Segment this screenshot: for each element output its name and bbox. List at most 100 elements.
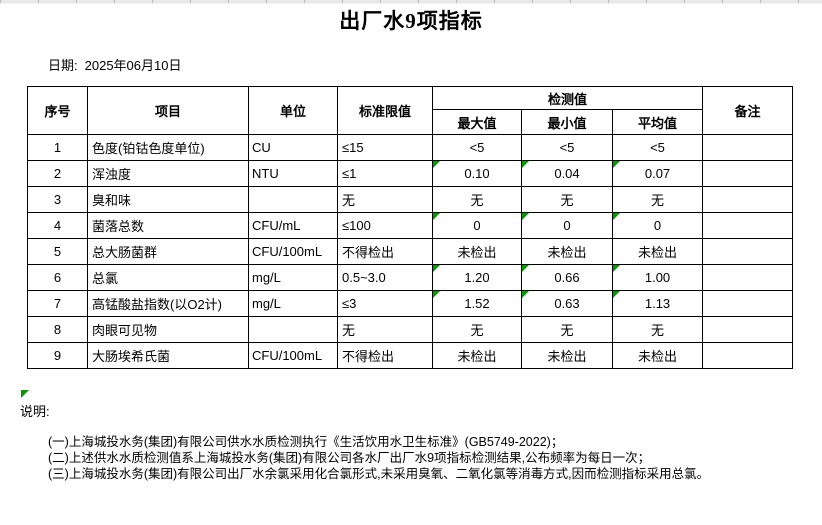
cell-remark	[702, 238, 794, 265]
cell-max: 未检出	[432, 238, 522, 265]
cell-max: 0.10	[432, 160, 522, 187]
date-label: 日期:	[48, 58, 78, 73]
cell-item: 高锰酸盐指数(以O2计)	[87, 290, 249, 317]
cell-no: 5	[27, 238, 88, 265]
cell-item: 色度(铂钴色度单位)	[87, 134, 249, 161]
header-item: 项目	[87, 86, 249, 135]
cell-min: 未检出	[521, 238, 613, 265]
cell-limit: ≤1	[337, 160, 433, 187]
notes-label: 说明:	[20, 404, 50, 419]
error-indicator-icon	[433, 161, 440, 168]
cell-no: 6	[27, 264, 88, 291]
header-no: 序号	[27, 86, 88, 135]
cell-max: 1.20	[432, 264, 522, 291]
cell-item: 浑浊度	[87, 160, 249, 187]
cell-max: 无	[432, 316, 522, 343]
cell-unit: mg/L	[248, 290, 338, 317]
cell-no: 3	[27, 186, 88, 213]
error-indicator-icon	[613, 291, 620, 298]
cell-limit: ≤15	[337, 134, 433, 161]
cell-unit	[248, 186, 338, 213]
cell-limit: 不得检出	[337, 238, 433, 265]
cell-unit: CFU/100mL	[248, 342, 338, 369]
date-value: 2025年06月10日	[84, 58, 182, 73]
cell-limit: 无	[337, 316, 433, 343]
table-row: 1 色度(铂钴色度单位) CU ≤15 <5 <5 <5	[27, 134, 794, 161]
header-min: 最小值	[521, 109, 613, 135]
cell-min: 无	[521, 316, 613, 343]
cell-unit: CFU/mL	[248, 212, 338, 239]
cell-max: 无	[432, 186, 522, 213]
cell-avg: 无	[611, 186, 704, 213]
header-avg: 平均值	[611, 109, 704, 135]
header-detection: 检测值	[431, 86, 704, 110]
cell-remark	[702, 134, 794, 161]
error-indicator-icon	[613, 265, 620, 272]
cell-no: 2	[27, 160, 88, 187]
cell-no: 9	[27, 342, 88, 369]
water-quality-table: 序号 项目 单位 标准限值 检测值 备注 最大值 最小值 平均值 1 色度(铂钴…	[27, 86, 794, 369]
header-max: 最大值	[432, 109, 522, 135]
spreadsheet-top-edge	[0, 0, 822, 4]
header-limit: 标准限值	[337, 86, 433, 135]
cell-remark	[702, 212, 794, 239]
cell-no: 7	[27, 290, 88, 317]
cell-min: 未检出	[521, 342, 613, 369]
cell-item: 肉眼可见物	[87, 316, 249, 343]
cell-remark	[702, 342, 794, 369]
cell-max: 1.52	[432, 290, 522, 317]
cell-item: 总大肠菌群	[87, 238, 249, 265]
cell-max: 未检出	[432, 342, 522, 369]
cell-remark	[702, 290, 794, 317]
page-title: 出厂水9项指标	[339, 9, 483, 33]
cell-avg: 未检出	[611, 238, 704, 265]
cell-limit: 0.5~3.0	[337, 264, 433, 291]
cell-item: 菌落总数	[87, 212, 249, 239]
cell-remark	[702, 316, 794, 343]
table-row: 8 肉眼可见物 无 无 无 无	[27, 316, 794, 343]
cell-limit: ≤100	[337, 212, 433, 239]
cell-no: 4	[27, 212, 88, 239]
table-row: 3 臭和味 无 无 无 无	[27, 186, 794, 213]
cell-avg: 0	[611, 212, 704, 239]
stray-flag-icon	[21, 390, 29, 398]
cell-min: <5	[521, 134, 613, 161]
cell-max: 0	[432, 212, 522, 239]
cell-limit: ≤3	[337, 290, 433, 317]
table-row: 6 总氯 mg/L 0.5~3.0 1.20 0.66 1.00	[27, 264, 794, 291]
error-indicator-icon	[433, 213, 440, 220]
notes-list: (一)上海城投水务(集团)有限公司供水水质检测执行《生活饮用水卫生标准》(GB5…	[48, 434, 822, 482]
cell-max: <5	[432, 134, 522, 161]
cell-item: 臭和味	[87, 186, 249, 213]
cell-unit: mg/L	[248, 264, 338, 291]
cell-avg: <5	[611, 134, 704, 161]
table-body: 1 色度(铂钴色度单位) CU ≤15 <5 <5 <5 2 浑浊度 NTU ≤…	[27, 134, 794, 369]
cell-unit: NTU	[248, 160, 338, 187]
table-row: 4 菌落总数 CFU/mL ≤100 0 0 0	[27, 212, 794, 239]
cell-item: 总氯	[87, 264, 249, 291]
table-row: 9 大肠埃希氏菌 CFU/100mL 不得检出 未检出 未检出 未检出	[27, 342, 794, 369]
cell-unit: CFU/100mL	[248, 238, 338, 265]
cell-remark	[702, 264, 794, 291]
cell-min: 0.04	[521, 160, 613, 187]
error-indicator-icon	[613, 161, 620, 168]
error-indicator-icon	[522, 161, 529, 168]
cell-limit: 无	[337, 186, 433, 213]
header-remark: 备注	[702, 86, 794, 135]
cell-remark	[702, 186, 794, 213]
error-indicator-icon	[613, 213, 620, 220]
note-item: (二)上述供水水质检测值系上海城投水务(集团)有限公司各水厂出厂水9项指标检测结…	[48, 451, 651, 465]
cell-min: 0	[521, 212, 613, 239]
note-item: (一)上海城投水务(集团)有限公司供水水质检测执行《生活饮用水卫生标准》(GB5…	[48, 435, 564, 449]
cell-min: 0.63	[521, 290, 613, 317]
error-indicator-icon	[433, 291, 440, 298]
cell-avg: 0.07	[611, 160, 704, 187]
cell-unit	[248, 316, 338, 343]
cell-remark	[702, 160, 794, 187]
cell-avg: 1.00	[611, 264, 704, 291]
cell-avg: 1.13	[611, 290, 704, 317]
table-header: 序号 项目 单位 标准限值 检测值 备注 最大值 最小值 平均值	[27, 86, 794, 135]
cell-avg: 无	[611, 316, 704, 343]
report-date: 日期: 2025年06月10日	[48, 58, 822, 73]
